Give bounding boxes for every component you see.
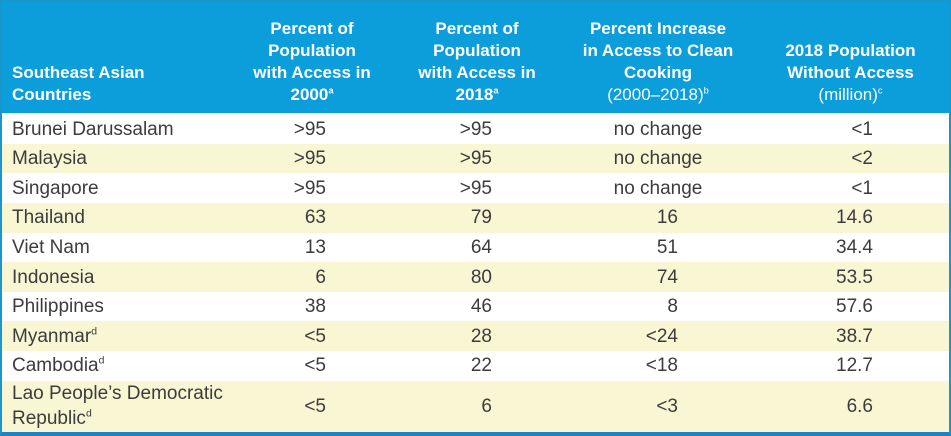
value-cell: <1 [851, 177, 873, 199]
table-row: Viet Nam 13 64 51 34.4 [2, 233, 949, 263]
country-cell: Indonesia [12, 266, 95, 288]
value-cell: 34.4 [836, 236, 873, 258]
value-cell: 38 [304, 296, 326, 318]
country-cell: Philippines [12, 296, 104, 318]
value-cell: <5 [304, 325, 326, 347]
header-cell-3: Percent Increase in Access to Clean Cookin… [564, 2, 752, 115]
header-line: Southeast Asian [12, 63, 145, 82]
table-row: Myanmard <5 28 <24 38.7 [2, 321, 949, 352]
value-cell: 16 [656, 207, 678, 229]
country-cell: Brunei Darussalam [12, 118, 174, 140]
country-cell: Malaysia [12, 147, 87, 169]
table-row: Philippines 38 46 8 57.6 [2, 292, 949, 322]
value-cell: >95 [293, 118, 326, 140]
table-row: Singapore >95 >95 no change <1 [2, 173, 949, 203]
table-body: Brunei Darussalam >95 >95 no change <1 Malays… [2, 114, 949, 432]
value-cell: <18 [645, 355, 678, 377]
country-cell: Lao People’s Democratic Republicd [12, 383, 223, 430]
value-cell: 12.7 [836, 355, 873, 377]
value-cell: 38.7 [836, 325, 873, 347]
value-cell: 13 [304, 236, 326, 258]
header-line: Population [433, 41, 521, 60]
value-cell: >95 [459, 118, 492, 140]
header-line: in Access to Clean [582, 41, 734, 60]
value-cell: >95 [459, 177, 492, 199]
header-line: with Access in [418, 63, 536, 82]
header-line: Countries [12, 85, 92, 104]
value-cell: 6.6 [846, 395, 873, 417]
header-row: Southeast Asian Countries Percent of Popula… [2, 2, 949, 115]
header-line: 2018 Population [785, 41, 916, 60]
value-cell: <5 [304, 355, 326, 377]
header-line: 2018a [455, 85, 499, 104]
value-cell: 6 [315, 266, 326, 288]
table-row: Indonesia 6 80 74 53.5 [2, 262, 949, 292]
value-cell: 80 [470, 266, 492, 288]
value-cell: no change [613, 177, 703, 199]
header-cell-4: 2018 Population Without Access (million)c [752, 2, 949, 115]
value-cell: no change [613, 147, 703, 169]
table-row: Malaysia >95 >95 no change <2 [2, 143, 949, 174]
header-cell-1: Percent of Population with Access in 2000a [234, 2, 390, 115]
value-cell: 22 [470, 355, 492, 377]
value-cell: 28 [470, 325, 492, 347]
value-cell: 64 [470, 236, 492, 258]
value-cell: 51 [656, 236, 678, 258]
value-cell: 6 [481, 395, 492, 417]
value-cell: 79 [470, 207, 492, 229]
value-cell: <1 [851, 118, 873, 140]
table-row: Cambodiad <5 22 <18 12.7 [2, 351, 949, 381]
header-cell-0: Southeast Asian Countries [2, 2, 234, 115]
value-cell: >95 [459, 147, 492, 169]
header-line: Without Access [787, 63, 914, 82]
header-line: (2000–2018)b [607, 85, 709, 104]
country-cell: Myanmard [12, 325, 97, 347]
value-cell: 14.6 [836, 207, 873, 229]
header-line: with Access in [253, 63, 371, 82]
value-cell: <24 [645, 325, 678, 347]
header-line: 2000a [290, 85, 334, 104]
header-cell-2: Percent of Population with Access in 2018a [390, 2, 564, 115]
value-cell: <3 [656, 395, 678, 417]
header-line: Population [268, 41, 356, 60]
country-cell: Singapore [12, 177, 99, 199]
value-cell: <5 [304, 395, 326, 417]
header-line: Cooking [624, 63, 692, 82]
country-cell: Cambodiad [12, 355, 105, 377]
header-line: (million)c [818, 85, 883, 104]
table-row: Brunei Darussalam >95 >95 no change <1 [2, 114, 949, 144]
header-line: Percent of [270, 19, 354, 38]
value-cell: 57.6 [836, 296, 873, 318]
value-cell: <2 [851, 147, 873, 169]
value-cell: 46 [470, 296, 492, 318]
header-line: Percent of [435, 19, 519, 38]
value-cell: 8 [667, 296, 678, 318]
table-row: Thailand 63 79 16 14.6 [2, 202, 949, 233]
table-row: Lao People’s Democratic Republicd <5 6 <3 6.… [2, 380, 949, 432]
value-cell: >95 [293, 177, 326, 199]
header-line: Percent Increase [589, 19, 727, 38]
value-cell: >95 [293, 147, 326, 169]
value-cell: 53.5 [836, 266, 873, 288]
value-cell: no change [613, 118, 703, 140]
table-header: Southeast Asian Countries Percent of Popula… [2, 2, 949, 115]
country-cell: Thailand [12, 207, 85, 229]
value-cell: 63 [304, 207, 326, 229]
value-cell: 74 [656, 266, 678, 288]
country-cell: Viet Nam [12, 236, 90, 258]
